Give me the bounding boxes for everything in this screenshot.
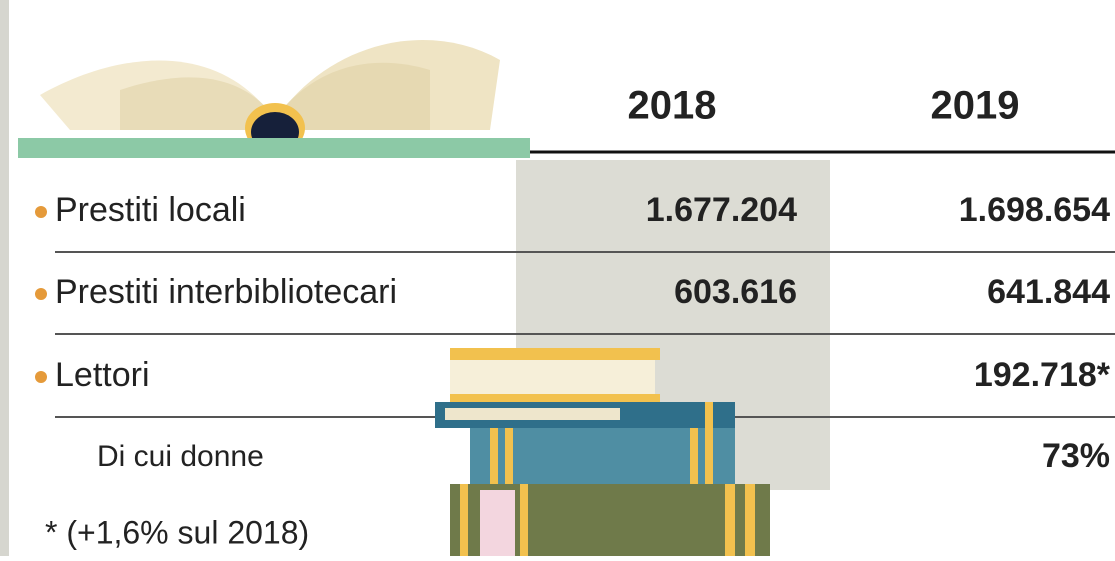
bullet bbox=[35, 371, 47, 383]
open-book-icon bbox=[18, 40, 530, 158]
footnote: * (+1,6% sul 2018) bbox=[45, 514, 309, 550]
book-stack-icon bbox=[435, 348, 770, 556]
cell-value: 192.718* bbox=[974, 356, 1111, 394]
side-strip bbox=[0, 0, 9, 556]
cell-value: 1.677.204 bbox=[646, 191, 797, 229]
column-header: 2019 bbox=[931, 84, 1020, 128]
cell-value: 603.616 bbox=[674, 273, 797, 311]
row-label: Prestiti interbibliotecari bbox=[55, 273, 397, 311]
row-label: Lettori bbox=[55, 356, 150, 394]
bullet bbox=[35, 206, 47, 218]
cell-value: 1.698.654 bbox=[959, 191, 1110, 229]
row-label: Prestiti locali bbox=[55, 191, 246, 229]
cell-value: 73% bbox=[1042, 437, 1110, 475]
cell-value: 641.844 bbox=[987, 273, 1110, 311]
bullet bbox=[35, 288, 47, 300]
row-label: Di cui donne bbox=[97, 440, 264, 473]
column-header: 2018 bbox=[628, 84, 717, 128]
